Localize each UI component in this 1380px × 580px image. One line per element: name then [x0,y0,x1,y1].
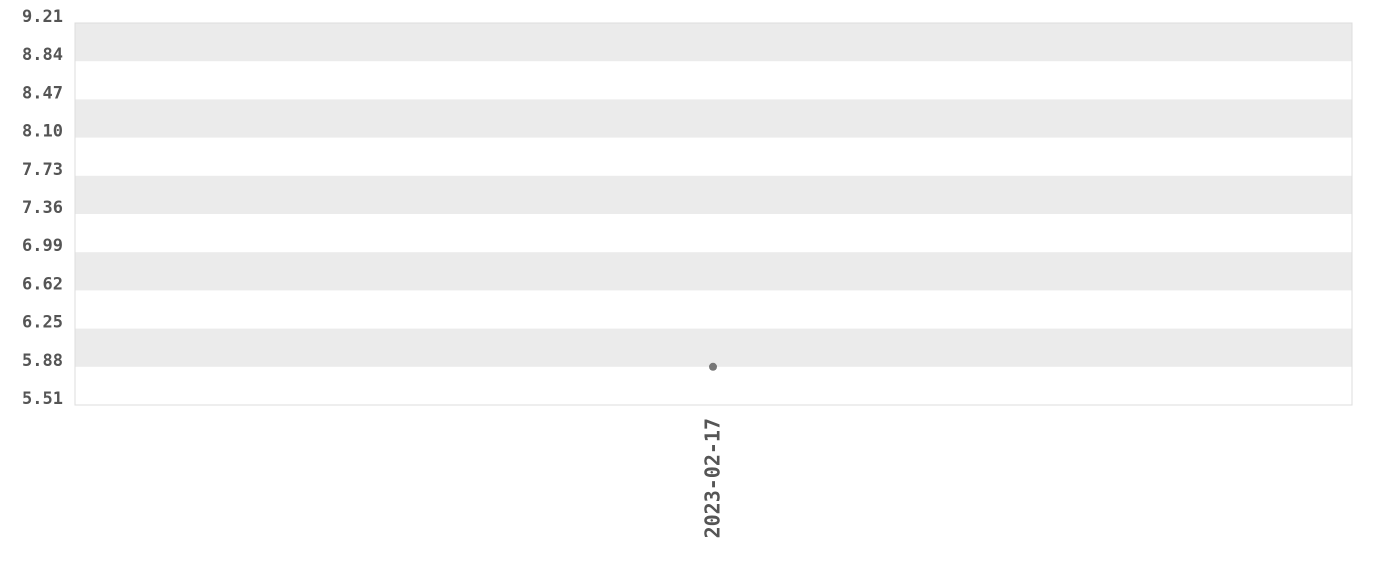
y-tick-label: 6.25 [22,313,63,333]
y-tick-label: 5.51 [22,389,63,409]
y-tick-label: 8.10 [22,122,63,142]
x-tick-label: 2023-02-17 [701,418,725,538]
grid-band [75,252,1352,291]
y-tick-label: 7.36 [22,198,63,218]
plot-border [74,22,1353,406]
grid-band [75,23,1352,62]
y-tick-label: 6.99 [22,236,63,256]
grid-band [75,175,1352,214]
data-point [709,362,717,371]
y-tick-label: 8.47 [22,83,63,103]
grid-band [75,99,1352,138]
y-tick-label: 9.21 [22,7,63,27]
y-tick-label: 7.73 [22,160,63,180]
y-tick-label: 8.84 [22,45,63,65]
y-tick-label: 6.62 [22,274,63,294]
y-tick-label: 5.88 [22,351,63,371]
grid-band [75,328,1352,367]
